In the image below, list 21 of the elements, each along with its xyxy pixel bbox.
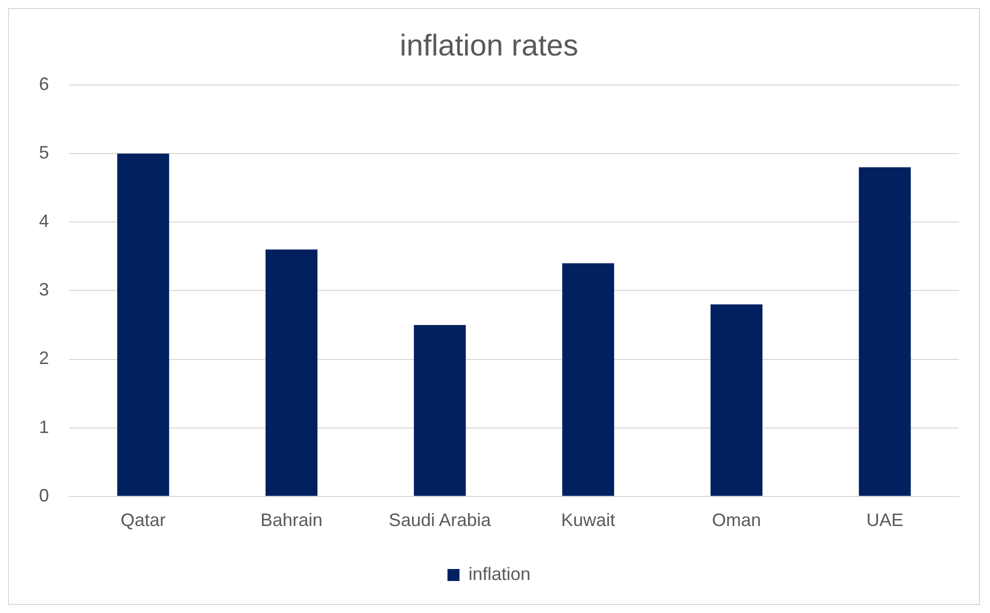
x-tick-label: Qatar: [120, 510, 166, 530]
bar: [117, 154, 170, 496]
bar: [858, 167, 911, 496]
bar: [562, 263, 614, 496]
y-tick-label: 0: [38, 485, 50, 506]
y-tick-label: 3: [38, 280, 50, 300]
bar: [414, 324, 466, 496]
x-tick-label: Oman: [712, 510, 762, 530]
chart-title: inflation rates: [400, 29, 578, 62]
x-tick-label: Bahrain: [260, 510, 323, 530]
y-tick-label: 1: [38, 416, 50, 437]
bar: [710, 304, 762, 496]
y-tick-label: 2: [38, 348, 50, 368]
x-tick-label: Kuwait: [561, 510, 616, 530]
x-tick-label: UAE: [866, 510, 904, 530]
y-tick-label: 6: [38, 74, 50, 94]
legend-label: inflation: [468, 564, 531, 584]
x-tick-label: Saudi Arabia: [388, 510, 492, 530]
bar: [266, 250, 318, 496]
y-tick-label: 4: [38, 211, 50, 232]
y-tick-label: 5: [38, 142, 50, 163]
